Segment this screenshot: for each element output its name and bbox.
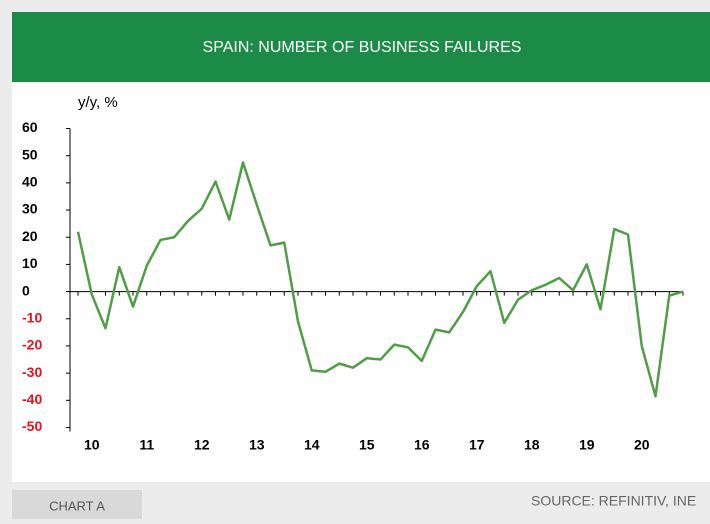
source: SOURCE: REFINITIV, INE	[531, 493, 696, 509]
x-tick-label: 17	[469, 437, 485, 453]
y-axis-title: y/y, %	[78, 94, 118, 111]
x-tick-label: 20	[634, 437, 650, 453]
x-tick-label: 13	[249, 437, 265, 453]
x-tick-label: 19	[579, 437, 595, 453]
x-tick-label: 14	[304, 437, 320, 453]
x-tick-label: 16	[414, 437, 430, 453]
chart-label: CHART A	[49, 498, 105, 513]
chart-title: SPAIN: NUMBER OF BUSINESS FAILURES	[203, 39, 522, 56]
y-tick-label: -10	[22, 309, 42, 325]
y-tick-label: -30	[22, 364, 42, 380]
data-line	[76, 161, 684, 398]
x-tick-label: 11	[139, 437, 154, 453]
y-tick-label: 0	[22, 282, 30, 298]
y-tick-label: 30	[22, 201, 38, 217]
y-tick-label: -40	[22, 391, 42, 407]
chart-label-box	[12, 490, 142, 519]
x-tick-label: 10	[84, 437, 100, 453]
y-tick-label: 40	[22, 174, 38, 190]
y-tick-label: 60	[22, 119, 38, 135]
y-tick-label: 50	[22, 146, 38, 162]
y-tick-label: -50	[22, 418, 42, 434]
x-tick-label: 15	[359, 437, 375, 453]
y-tick-label: 20	[22, 228, 38, 244]
header-band	[12, 12, 710, 82]
x-tick-label: 18	[524, 437, 540, 453]
y-tick-label: -20	[22, 337, 42, 353]
card	[12, 12, 710, 482]
x-tick-label: 12	[194, 437, 210, 453]
y-tick-label: 10	[22, 255, 38, 271]
